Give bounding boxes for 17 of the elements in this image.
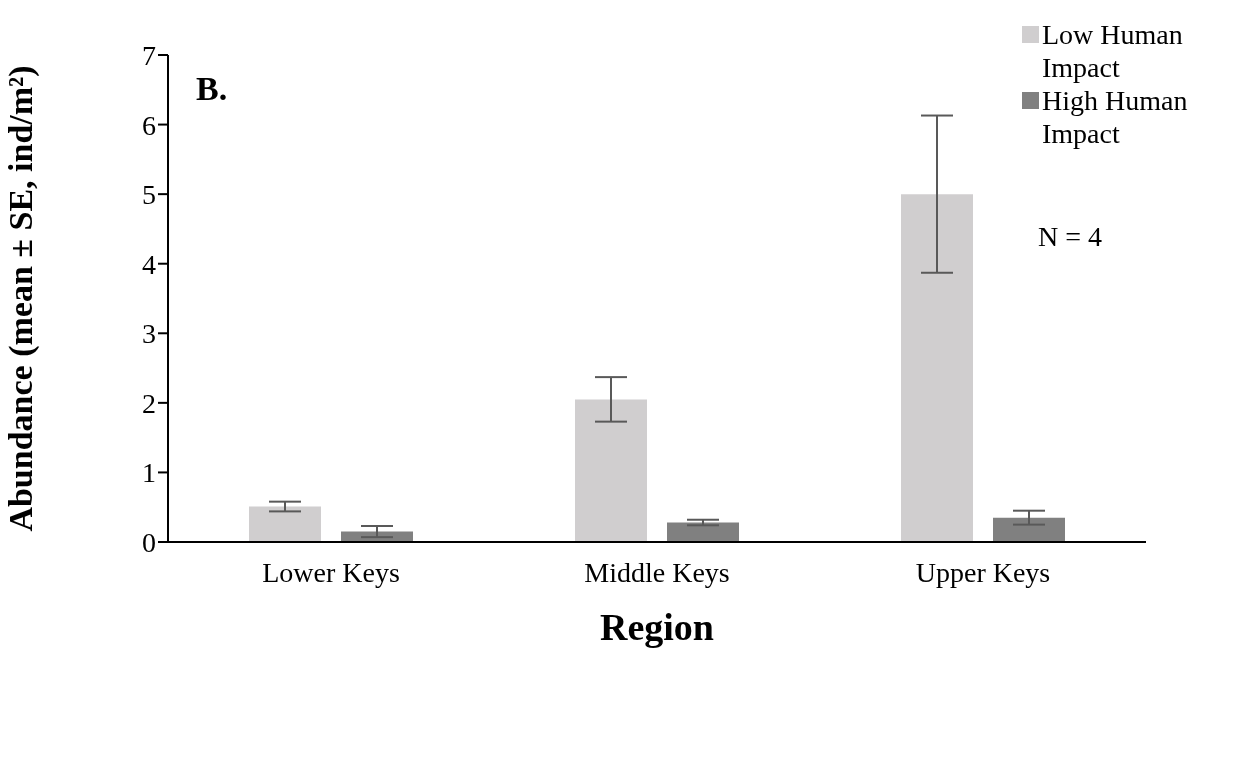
y-tick-label: 4 xyxy=(142,248,156,280)
y-tick-label: 6 xyxy=(142,109,156,141)
x-tick-label: Lower Keys xyxy=(262,556,400,588)
legend-label: High Human Impact xyxy=(1042,84,1189,150)
x-tick-label: Upper Keys xyxy=(915,556,1051,588)
y-tick-label: 7 xyxy=(142,39,156,71)
y-tick-label: 5 xyxy=(142,179,156,211)
y-tick-label: 0 xyxy=(142,526,156,558)
legend-label: Low Human Impact xyxy=(1042,18,1184,84)
annotation: N = 4 xyxy=(1038,221,1103,253)
y-axis-title: Abundance (mean ± SE, ind/m²) xyxy=(2,65,41,532)
y-tick-label: 1 xyxy=(142,457,156,489)
chart-title: B. xyxy=(196,70,228,108)
x-axis-title: Region xyxy=(600,606,714,648)
y-tick-label: 3 xyxy=(142,318,156,350)
y-tick-label: 2 xyxy=(142,387,156,419)
x-tick-label: Middle Keys xyxy=(584,556,730,588)
